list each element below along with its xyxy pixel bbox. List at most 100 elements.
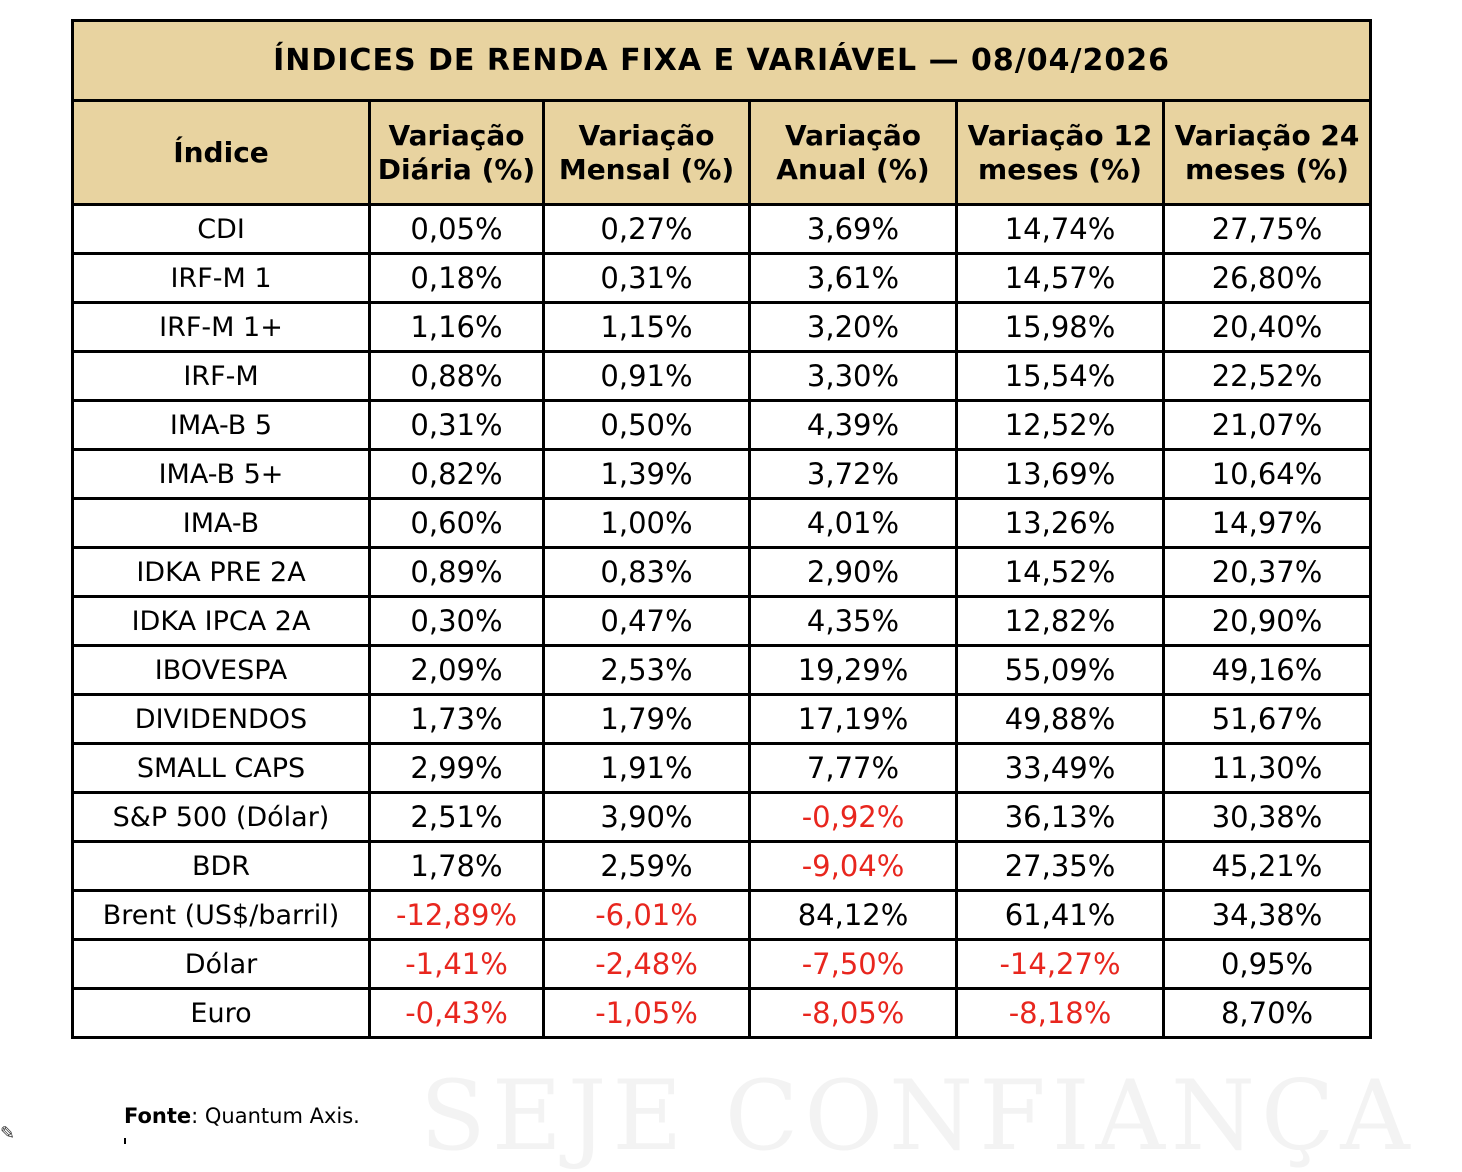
table-row: SMALL CAPS 2,99% 1,91% 7,77% 33,49% 11,30%: [71, 742, 1373, 794]
value-cell: 1,16%: [368, 301, 545, 353]
value-cell: 0,31%: [542, 252, 751, 304]
source-label: Fonte: [124, 1104, 192, 1128]
index-name-cell: IBOVESPA: [71, 644, 371, 696]
value-cell: 14,74%: [955, 203, 1165, 255]
value-cell: 19,29%: [748, 644, 958, 696]
value-cell: 1,73%: [368, 693, 545, 745]
source-note: Fonte: Quantum Axis.: [124, 1104, 360, 1128]
table-body: CDI 0,05% 0,27% 3,69% 14,74% 27,75% IRF-M 1 0,1…: [71, 203, 1373, 1039]
value-cell: 49,16%: [1161, 644, 1373, 696]
value-cell: 20,40%: [1161, 301, 1373, 353]
value-cell: 2,90%: [748, 546, 958, 598]
table-row: BDR 1,78% 2,59% -9,04% 27,35% 45,21%: [71, 840, 1373, 892]
column-header-index: Índice: [71, 99, 371, 206]
table-row: S&P 500 (Dólar) 2,51% 3,90% -0,92% 36,13% 30,…: [71, 791, 1373, 843]
value-cell: -0,92%: [748, 791, 958, 843]
value-cell: 4,39%: [748, 399, 958, 451]
value-cell: 21,07%: [1161, 399, 1373, 451]
value-cell: 2,09%: [368, 644, 545, 696]
column-header-12-months: Variação 12 meses (%): [955, 99, 1165, 206]
value-cell: -1,05%: [542, 987, 751, 1039]
value-cell: 2,53%: [542, 644, 751, 696]
value-cell: 33,49%: [955, 742, 1165, 794]
value-cell: 2,51%: [368, 791, 545, 843]
table-row: CDI 0,05% 0,27% 3,69% 14,74% 27,75%: [71, 203, 1373, 255]
value-cell: 2,59%: [542, 840, 751, 892]
value-cell: -2,48%: [542, 938, 751, 990]
value-cell: 45,21%: [1161, 840, 1373, 892]
value-cell: 30,38%: [1161, 791, 1373, 843]
index-table: ÍNDICES DE RENDA FIXA E VARIÁVEL — 08/04…: [70, 19, 1373, 1039]
table-row: DIVIDENDOS 1,73% 1,79% 17,19% 49,88% 51,67%: [71, 693, 1373, 745]
value-cell: -8,05%: [748, 987, 958, 1039]
value-cell: 26,80%: [1161, 252, 1373, 304]
value-cell: 51,67%: [1161, 693, 1373, 745]
value-cell: -8,18%: [955, 987, 1165, 1039]
index-name-cell: IMA-B 5+: [71, 448, 371, 500]
value-cell: 14,52%: [955, 546, 1165, 598]
value-cell: 14,97%: [1161, 497, 1373, 549]
value-cell: 1,39%: [542, 448, 751, 500]
value-cell: 1,15%: [542, 301, 751, 353]
value-cell: 0,50%: [542, 399, 751, 451]
index-name-cell: S&P 500 (Dólar): [71, 791, 371, 843]
index-name-cell: IRF-M 1+: [71, 301, 371, 353]
index-name-cell: IDKA IPCA 2A: [71, 595, 371, 647]
value-cell: 15,54%: [955, 350, 1165, 402]
table-row: IRF-M 1 0,18% 0,31% 3,61% 14,57% 26,80%: [71, 252, 1373, 304]
value-cell: -0,43%: [368, 987, 545, 1039]
column-header-monthly: Variação Mensal (%): [542, 99, 751, 206]
index-name-cell: Euro: [71, 987, 371, 1039]
value-cell: 22,52%: [1161, 350, 1373, 402]
value-cell: 3,90%: [542, 791, 751, 843]
value-cell: -7,50%: [748, 938, 958, 990]
table-row: IDKA IPCA 2A 0,30% 0,47% 4,35% 12,82% 20,90%: [71, 595, 1373, 647]
value-cell: 0,47%: [542, 595, 751, 647]
index-name-cell: IRF-M 1: [71, 252, 371, 304]
tick-mark: [124, 1138, 126, 1144]
source-text: : Quantum Axis.: [191, 1104, 360, 1128]
index-name-cell: IMA-B: [71, 497, 371, 549]
index-name-cell: BDR: [71, 840, 371, 892]
value-cell: 4,01%: [748, 497, 958, 549]
index-name-cell: IRF-M: [71, 350, 371, 402]
index-name-cell: Dólar: [71, 938, 371, 990]
value-cell: 55,09%: [955, 644, 1165, 696]
column-header-daily: Variação Diária (%): [368, 99, 545, 206]
value-cell: 7,77%: [748, 742, 958, 794]
value-cell: 0,83%: [542, 546, 751, 598]
value-cell: 49,88%: [955, 693, 1165, 745]
value-cell: 84,12%: [748, 889, 958, 941]
table-row: IRF-M 0,88% 0,91% 3,30% 15,54% 22,52%: [71, 350, 1373, 402]
value-cell: 3,72%: [748, 448, 958, 500]
value-cell: -1,41%: [368, 938, 545, 990]
index-name-cell: SMALL CAPS: [71, 742, 371, 794]
value-cell: 3,61%: [748, 252, 958, 304]
value-cell: 3,69%: [748, 203, 958, 255]
value-cell: 27,35%: [955, 840, 1165, 892]
value-cell: 14,57%: [955, 252, 1165, 304]
value-cell: 4,35%: [748, 595, 958, 647]
value-cell: 15,98%: [955, 301, 1165, 353]
pencil-icon: ✎: [0, 1123, 16, 1144]
table-title: ÍNDICES DE RENDA FIXA E VARIÁVEL — 08/04…: [70, 19, 1373, 102]
value-cell: 2,99%: [368, 742, 545, 794]
value-cell: -9,04%: [748, 840, 958, 892]
value-cell: 10,64%: [1161, 448, 1373, 500]
header-row: Índice Variação Diária (%) Variação Mens…: [71, 99, 1373, 206]
table-row: IBOVESPA 2,09% 2,53% 19,29% 55,09% 49,16%: [71, 644, 1373, 696]
table-row: IMA-B 5 0,31% 0,50% 4,39% 12,52% 21,07%: [71, 399, 1373, 451]
value-cell: 0,18%: [368, 252, 545, 304]
column-header-annual: Variação Anual (%): [748, 99, 958, 206]
value-cell: 1,91%: [542, 742, 751, 794]
value-cell: 13,69%: [955, 448, 1165, 500]
table-row: IMA-B 5+ 0,82% 1,39% 3,72% 13,69% 10,64%: [71, 448, 1373, 500]
value-cell: 13,26%: [955, 497, 1165, 549]
value-cell: 61,41%: [955, 889, 1165, 941]
value-cell: 36,13%: [955, 791, 1165, 843]
value-cell: -14,27%: [955, 938, 1165, 990]
value-cell: -6,01%: [542, 889, 751, 941]
value-cell: 12,52%: [955, 399, 1165, 451]
value-cell: 3,30%: [748, 350, 958, 402]
value-cell: 0,05%: [368, 203, 545, 255]
